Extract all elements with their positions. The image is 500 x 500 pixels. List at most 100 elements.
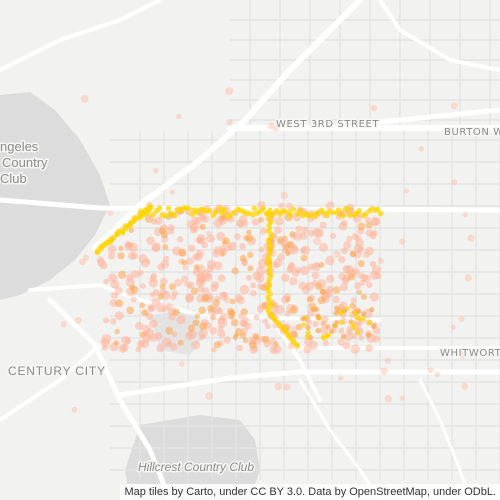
hotspot-dot	[206, 234, 215, 243]
hotspot-dot	[129, 284, 135, 290]
hotspot-dot	[299, 265, 310, 276]
hotspot-dot	[188, 244, 196, 252]
hotspot-dot	[117, 252, 125, 260]
hotspot-dot	[182, 264, 188, 271]
hotspot-dot	[109, 299, 118, 308]
hotspot-dot	[338, 375, 344, 381]
hotspot-dot	[464, 274, 472, 282]
hotspot-dot	[212, 250, 220, 258]
hotspot-dot	[146, 236, 155, 245]
hotspot-dot	[306, 296, 313, 303]
hotspot-dot	[320, 288, 326, 295]
hotspot-dot	[338, 319, 345, 325]
hotspot-dot	[272, 302, 279, 309]
hotspot-dot	[285, 296, 291, 303]
road-northwest-arc	[0, 0, 162, 72]
hotspot-dot	[210, 284, 218, 292]
hotspot-dot	[371, 323, 377, 329]
hotspot-dot	[147, 304, 154, 311]
hotspot-dot	[243, 235, 250, 241]
hotspot-dot	[71, 406, 78, 413]
hotspot-dot	[236, 296, 245, 305]
hotspot-dot	[246, 229, 252, 236]
hotspot-dot	[399, 238, 406, 245]
hotspot-dot	[213, 341, 221, 349]
hotspot-dot	[322, 339, 329, 347]
hotspot-dot	[281, 273, 290, 282]
hotspot-dot	[217, 274, 226, 282]
hotspot-dot	[250, 212, 256, 218]
hotspot-dot	[339, 213, 346, 219]
hotspot-dot	[325, 332, 331, 338]
hotspot-dot	[170, 294, 177, 301]
hotspot-dot	[110, 279, 120, 289]
hotspot-dot	[250, 282, 256, 289]
hotspot-dot	[358, 335, 365, 341]
hotspot-dot	[312, 320, 319, 328]
hotspot-dot	[314, 262, 320, 269]
hotspot-dot	[340, 333, 347, 340]
hotspot-dot	[286, 266, 294, 274]
hotspot-dot	[359, 279, 366, 286]
hotspot-dot	[115, 299, 124, 308]
hotspot-dot	[255, 273, 265, 283]
minor-road-grid	[110, 0, 500, 480]
hotspot-dot	[201, 294, 210, 303]
hotspot-dot	[285, 250, 291, 257]
hotspot-dot	[399, 395, 405, 401]
hotspot-dot	[300, 254, 308, 262]
hotspot-dot	[264, 323, 271, 329]
hotspot-dot	[239, 319, 247, 327]
hotspot-dot	[337, 338, 345, 346]
hotspot-dot	[153, 167, 159, 174]
hotspot-dot	[223, 336, 231, 344]
hotspot-dot	[325, 324, 331, 330]
hotspot-dot	[300, 247, 307, 254]
hotspot-dot	[171, 331, 178, 338]
hotspot-dot	[181, 259, 188, 266]
hotspot-dot	[178, 248, 187, 257]
hotspot-dot	[277, 236, 284, 244]
hotspot-dot	[150, 211, 156, 218]
hotspot-dot	[239, 284, 250, 295]
hotspot-dot	[191, 340, 201, 350]
hotspot-dot	[103, 317, 110, 324]
hotspot-dot	[273, 125, 279, 132]
hotspot-dot	[140, 283, 146, 289]
hotspot-dot	[356, 289, 362, 295]
hotspot-dot	[194, 313, 201, 319]
hotspot-dot	[83, 254, 90, 261]
hotspot-dot	[234, 233, 241, 241]
hotspot-dot	[186, 257, 194, 265]
hotspot-dot	[314, 282, 323, 290]
hotspot-dot	[226, 119, 233, 126]
hotspot-dot	[289, 306, 298, 315]
hotspot-dot	[370, 216, 380, 226]
hotspot-dot	[131, 252, 139, 260]
hotspot-layer	[60, 87, 475, 413]
hotspot-dot	[118, 344, 128, 353]
label-la-country-club-2: Country	[2, 155, 48, 170]
hotspot-dot	[188, 324, 196, 332]
hotspot-dot	[242, 337, 249, 344]
hotspot-dot	[404, 188, 410, 194]
label-burton-way: BURTON W	[444, 127, 500, 138]
hotspot-dot	[287, 241, 295, 249]
hillcrest-country-club-area	[125, 415, 260, 500]
hotspot-dot	[289, 231, 296, 238]
hotspot-dot	[150, 272, 158, 280]
hotspot-dot	[342, 308, 348, 314]
hotspot-dot	[107, 244, 117, 254]
hotspot-dot	[362, 211, 369, 217]
hotspot-dot	[197, 276, 206, 286]
hotspot-dot	[274, 226, 282, 234]
hotspot-dot	[341, 219, 348, 227]
road-pico	[117, 369, 500, 398]
hotspot-dot	[461, 382, 468, 390]
hotspot-dot	[350, 322, 356, 328]
hotspot-dot	[256, 265, 266, 275]
hotspot-dot	[317, 296, 326, 305]
hotspot-dot	[290, 206, 297, 213]
